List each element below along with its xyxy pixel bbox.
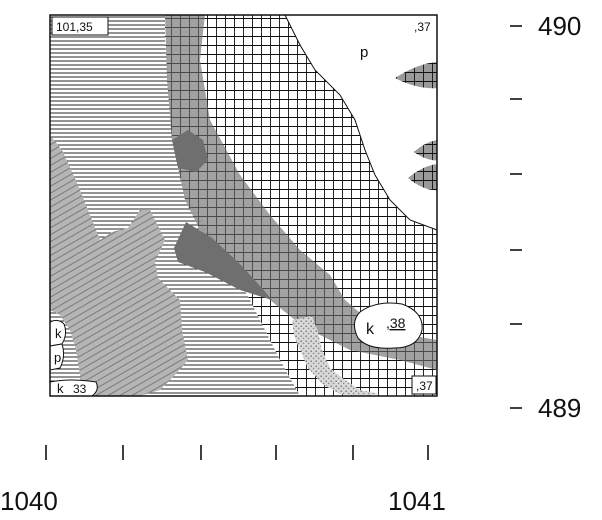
blank-area-p-left	[50, 343, 65, 371]
area-label-k-right-value: ,38	[386, 315, 406, 331]
blank-area-k33	[50, 379, 98, 396]
blank-area-k-right	[354, 302, 423, 349]
corner-label-bottom-right: ,37	[416, 379, 433, 393]
diagonal-stripe-area	[50, 135, 188, 396]
area-label-k-left-top: k	[55, 326, 62, 341]
blank-area-p	[285, 15, 437, 230]
corner-label-top-left: 101,35	[56, 20, 93, 34]
dark-grey-blob-upper	[172, 130, 208, 172]
speckle-strip	[292, 316, 380, 396]
corner-label-top-right: ,37	[414, 20, 431, 34]
x-axis-label-right: 1041	[388, 486, 446, 516]
y-axis-label-top: 490	[538, 11, 582, 41]
x-axis-label-left: 1040	[0, 486, 58, 516]
dark-grey-blob-lower	[174, 222, 272, 300]
area-label-k-right: k	[366, 321, 375, 338]
y-axis-ticks	[510, 25, 522, 409]
y-axis-label-bottom: 489	[538, 393, 582, 423]
x-axis-ticks	[45, 445, 429, 460]
corner-label-bottom-left: 33	[73, 382, 87, 396]
area-label-p-left: p	[54, 350, 61, 365]
area-label-p-top: p	[360, 44, 368, 61]
map-frame	[49, 14, 438, 397]
blank-area-k-left	[50, 319, 67, 347]
area-label-k-left-bottom: k	[57, 381, 64, 396]
